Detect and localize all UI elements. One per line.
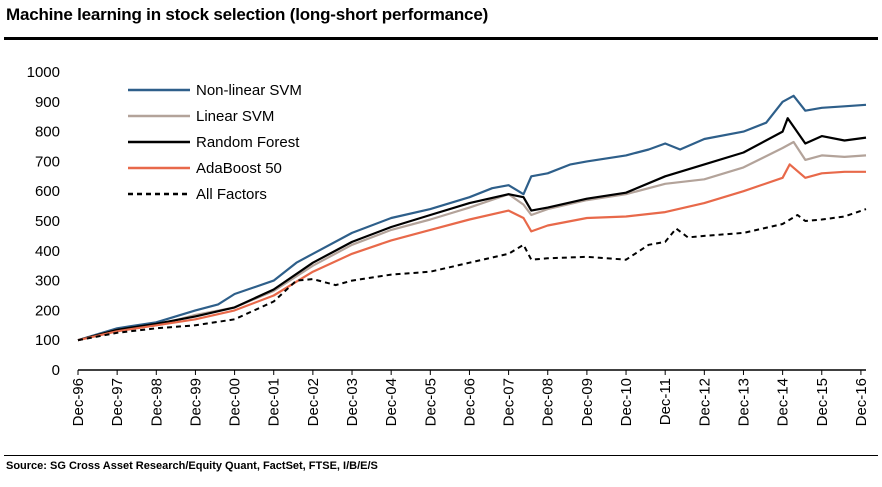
title-rule: [4, 37, 878, 40]
x-tick-label: Dec-16: [853, 378, 870, 426]
x-tick-label: Dec-05: [422, 378, 439, 426]
legend-label: Random Forest: [196, 134, 300, 151]
x-tick-label: Dec-00: [227, 378, 244, 426]
x-tick-label: Dec-06: [461, 378, 478, 426]
x-tick-label: Dec-09: [579, 378, 596, 426]
x-tick-label: Dec-02: [305, 378, 322, 426]
x-tick-label: Dec-98: [148, 378, 165, 426]
x-tick-label: Dec-15: [814, 378, 831, 426]
y-tick-label: 900: [35, 94, 60, 111]
x-tick-label: Dec-97: [109, 378, 126, 426]
x-tick-label: Dec-13: [735, 378, 752, 426]
x-tick-label: Dec-01: [266, 378, 283, 426]
x-tick-label: Dec-03: [344, 378, 361, 426]
series-line-random-forest: [77, 117, 867, 342]
x-tick-label: Dec-11: [657, 378, 674, 425]
y-tick-label: 100: [35, 332, 60, 349]
y-tick-label: 700: [35, 153, 60, 170]
y-tick-label: 400: [35, 243, 60, 260]
page-title: Machine learning in stock selection (lon…: [6, 5, 489, 24]
legend-label: AdaBoost 50: [196, 160, 282, 177]
y-tick-label: 200: [35, 302, 60, 319]
y-tick-label: 0: [52, 362, 60, 379]
x-tick-label: Dec-96: [70, 378, 87, 426]
x-tick-label: Dec-12: [696, 378, 713, 426]
chart-series: [77, 94, 867, 342]
x-tick-label: Dec-10: [618, 378, 635, 426]
legend-label: All Factors: [196, 186, 267, 203]
chart-axes: 0 100 200 300 400 500 600 700 800 900 1000 Dec-96 De…: [27, 64, 870, 426]
series-line-all-factors: [77, 208, 867, 342]
y-tick-label: 600: [35, 183, 60, 200]
x-tick-label: Dec-04: [383, 378, 400, 426]
series-line-adaboost-50: [77, 163, 866, 342]
y-tick-label: 800: [35, 124, 60, 141]
y-tick-label: 1000: [27, 64, 60, 81]
x-tick-label: Dec-07: [501, 378, 518, 426]
y-tick-label: 500: [35, 213, 60, 230]
source-note: Source: SG Cross Asset Research/Equity Q…: [6, 460, 378, 472]
legend-label: Linear SVM: [196, 108, 274, 125]
footer-rule: [4, 455, 878, 456]
y-tick-label: 300: [35, 273, 60, 290]
x-tick-label: Dec-99: [187, 378, 204, 426]
x-tick-label: Dec-08: [540, 378, 557, 426]
legend-label: Non-linear SVM: [196, 82, 302, 99]
series-line-non-linear-svm: [77, 94, 867, 342]
x-tick-label: Dec-14: [775, 378, 792, 426]
chart-legend: Non-linear SVM Linear SVM Random Forest Ada…: [128, 82, 302, 203]
